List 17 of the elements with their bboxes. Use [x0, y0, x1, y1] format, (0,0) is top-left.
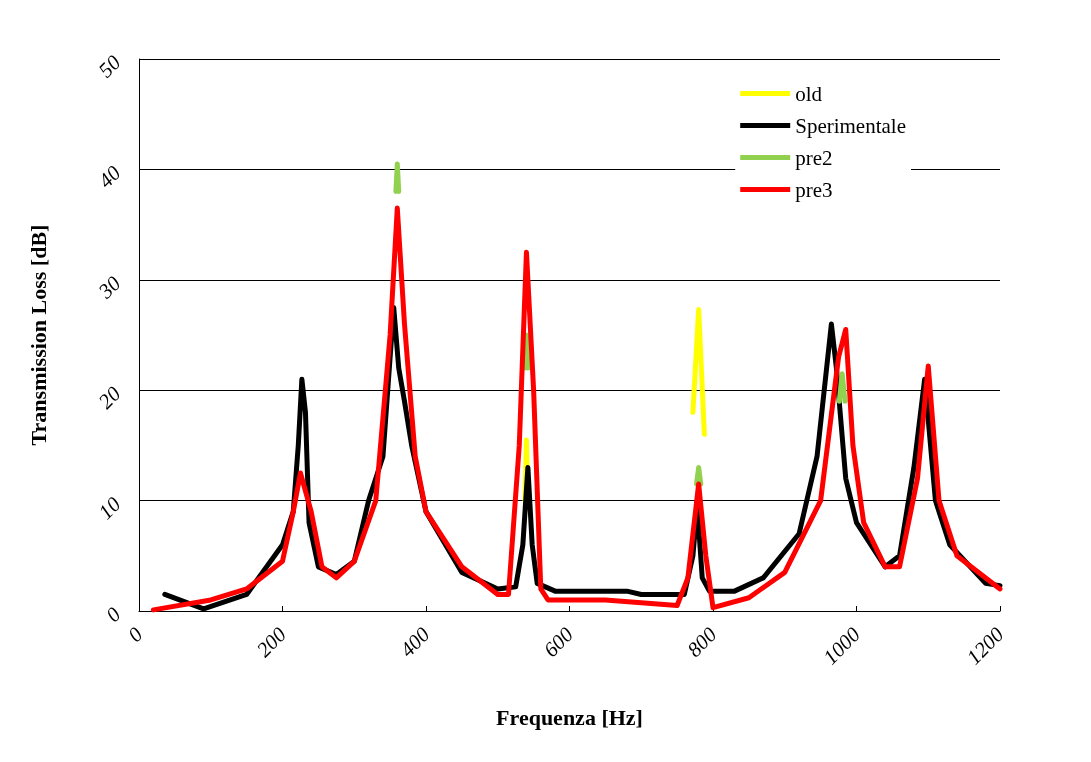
y-tick-label: 30	[92, 270, 126, 304]
x-tick-label: 800	[682, 622, 722, 662]
y-axis-title: Transmission Loss [dB]	[25, 224, 51, 446]
x-tick-label: 0	[123, 622, 148, 647]
y-tick-label: 50	[93, 50, 126, 83]
y-tick-label: 40	[93, 160, 126, 193]
x-tick-label: 400	[395, 622, 435, 662]
y-tick-label: 0	[101, 602, 126, 627]
x-tick-label: 600	[538, 622, 579, 662]
x-axis-title: Frequenza [Hz]	[496, 704, 643, 730]
legend-label: pre2	[795, 145, 833, 170]
legend-label: old	[795, 81, 823, 106]
legend-label: Sperimentale	[795, 113, 906, 138]
x-tick-label: 200	[251, 622, 292, 662]
y-tick-label: 10	[93, 491, 126, 524]
legend-label: pre3	[795, 177, 833, 202]
y-tick-label: 20	[93, 381, 126, 414]
